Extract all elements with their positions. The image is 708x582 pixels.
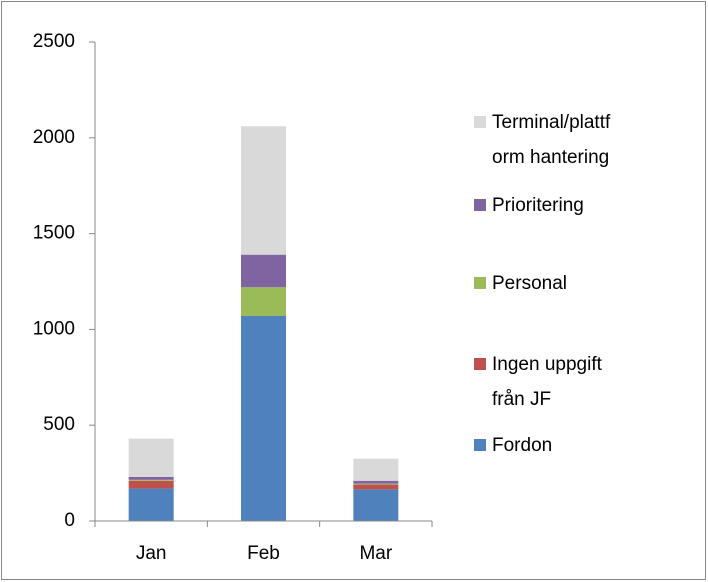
bar-segment [128, 488, 174, 521]
bar-segment [241, 287, 286, 316]
legend-label: Ingen uppgift från JF [492, 354, 602, 410]
y-tick-label: 0 [64, 510, 75, 531]
bar-segment [241, 126, 286, 255]
x-tick-label: Jan [136, 543, 167, 564]
bar-segment [128, 480, 174, 489]
legend-entry: Ingen uppgift från JF [474, 347, 614, 417]
legend-swatch [474, 199, 486, 211]
legend-swatch [474, 358, 486, 370]
legend-entry: Fordon [474, 428, 614, 463]
y-tick-label: 500 [43, 414, 75, 435]
bar-segment [128, 438, 174, 477]
bar-segment [353, 480, 399, 484]
bar-segment [128, 479, 174, 481]
legend-swatch [474, 116, 486, 128]
legend-swatch [474, 439, 486, 451]
y-tick-label: 2000 [33, 127, 75, 148]
y-tick-label: 1500 [33, 223, 75, 244]
legend-entry: Personal [474, 266, 614, 301]
bar-segment [353, 458, 399, 481]
bar-segment [353, 484, 399, 490]
x-tick-label: Feb [247, 543, 280, 564]
bar-segment [353, 483, 399, 485]
legend-label: Prioritering [492, 195, 584, 216]
legend-swatch [474, 277, 486, 289]
legend-entry: Terminal/plattform hantering [474, 105, 614, 175]
legend-label: Terminal/plattform hantering [492, 112, 611, 168]
bar-segment [241, 254, 286, 288]
legend-label: Fordon [492, 435, 553, 456]
y-tick-label: 2500 [33, 31, 75, 52]
y-tick-label: 1000 [33, 318, 75, 339]
legend-label: Personal [492, 273, 567, 294]
x-tick-label: Mar [359, 543, 392, 564]
legend-entry: Prioritering [474, 188, 614, 223]
bar-segment [353, 489, 399, 521]
bar-segment [241, 315, 286, 521]
bar-segment [128, 476, 174, 480]
